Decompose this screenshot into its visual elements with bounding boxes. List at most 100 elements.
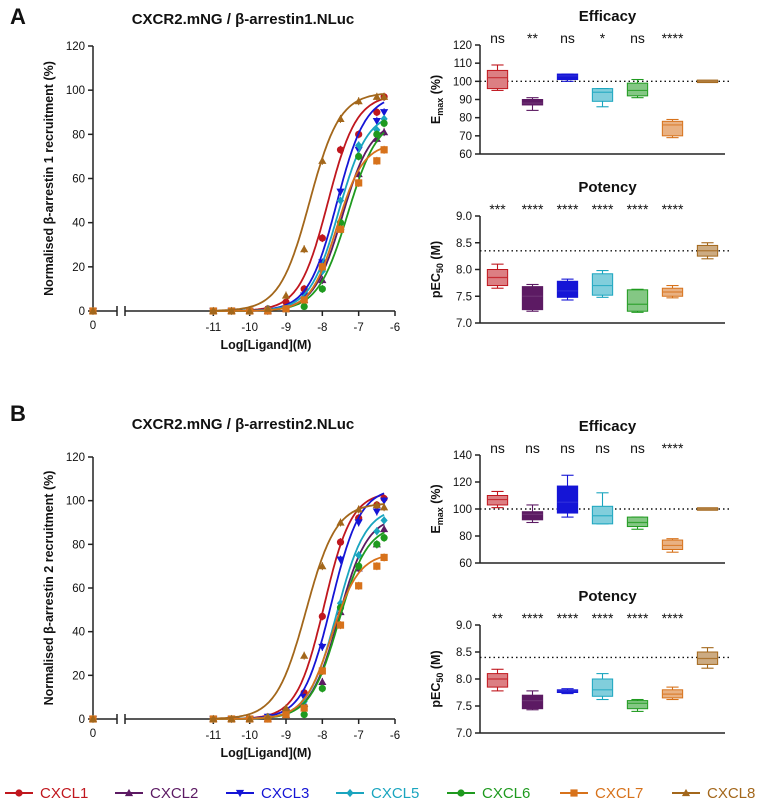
fit-curve-cxcl8 <box>209 503 385 720</box>
data-point-cxcl8 <box>209 306 218 315</box>
chart-title: Potency <box>578 179 637 196</box>
efficacy-chart-b: Efficacy 60 80 100 120 140 Emax (%) ns ns ns ns ns *… <box>429 418 731 570</box>
data-point-cxcl8 <box>227 306 236 315</box>
data-point-cxcl8 <box>354 97 363 105</box>
data-point-cxcl3 <box>380 497 389 505</box>
significance-label: ns <box>490 30 505 46</box>
series-cxcl7 <box>89 145 388 315</box>
box-body <box>626 82 649 97</box>
legend-marker-cxcl3 <box>235 789 245 798</box>
data-point-cxcl8 <box>372 500 381 509</box>
box-body <box>521 511 544 521</box>
legend-label: CXCL8 <box>707 785 755 802</box>
data-point-cxcl6 <box>355 152 363 161</box>
significance-label: *** <box>489 201 506 217</box>
chart-title: Efficacy <box>579 8 637 25</box>
significance-label: ns <box>490 440 505 456</box>
y-tick-label: 60 <box>459 558 472 570</box>
significance-label: * <box>600 30 606 46</box>
data-point-cxcl1 <box>336 146 345 154</box>
x-tick-label: -7 <box>354 322 364 334</box>
box-cxcl5 <box>591 270 614 298</box>
x-tick-label: -6 <box>390 322 400 334</box>
legend-label: CXCL6 <box>482 785 530 802</box>
significance-label: ns <box>630 440 645 456</box>
data-point-cxcl7 <box>380 553 388 562</box>
y-tick-label: 80 <box>459 531 472 543</box>
box-body <box>486 673 509 688</box>
data-point-cxcl7 <box>300 296 308 304</box>
data-point-cxcl8 <box>318 156 327 164</box>
significance-label: **** <box>662 30 684 46</box>
x-tick-label: -8 <box>317 730 327 742</box>
box-cxcl2 <box>521 690 544 711</box>
data-point-cxcl7 <box>373 562 381 570</box>
y-tick-label: 120 <box>66 41 85 53</box>
significance-label: ns <box>630 30 645 46</box>
data-point-cxcl7 <box>355 582 363 590</box>
data-point-cxcl8 <box>245 306 254 315</box>
box-cxcl7 <box>661 686 684 701</box>
legend: CXCL1 CXCL2 CXCL3 CXCL5 CXCL6 CXCL7 CXCL8 <box>5 785 755 802</box>
data-point-cxcl8 <box>354 505 363 513</box>
box-cxcl7 <box>661 118 684 139</box>
chart-title: Efficacy <box>579 418 637 435</box>
significance-label: **** <box>662 440 684 456</box>
x-tick-label: -11 <box>205 730 221 742</box>
baseline-point-cxcl8 <box>88 306 98 315</box>
y-axis-label: Emax (%) <box>429 484 445 533</box>
curve-chart-b: 0 20 40 60 80 100 120 0 -11 -10 -9 -8 -7 -6 Log[Ligand… <box>42 452 400 760</box>
y-axis-label: Normalised β-arrestin 2 recruitment (%) <box>42 471 56 706</box>
legend-label: CXCL7 <box>595 785 643 802</box>
series-cxcl1 <box>89 92 388 315</box>
box-body <box>556 485 579 514</box>
significance-label: **** <box>662 610 684 626</box>
box-cxcl7 <box>661 538 684 553</box>
data-point-cxcl3 <box>336 188 345 196</box>
data-point-cxcl3 <box>336 556 345 564</box>
series-cxcl8 <box>88 92 389 315</box>
significance-label: **** <box>627 201 649 217</box>
x-tick-label: -11 <box>205 322 221 334</box>
efficacy-chart-a: Efficacy 60 70 80 90 100 110 120 Emax (%) ns ** ns *… <box>429 8 731 161</box>
significance-label: ns <box>560 440 575 456</box>
data-point-cxcl6 <box>300 711 308 719</box>
y-tick-label: 60 <box>72 174 85 186</box>
y-tick-label: 60 <box>72 583 85 595</box>
box-body <box>556 280 579 298</box>
box-body <box>661 539 684 550</box>
panel-label-a: A <box>10 4 26 29</box>
y-tick-label: 140 <box>453 450 472 462</box>
box-cxcl5 <box>591 492 614 525</box>
significance-label: **** <box>522 201 544 217</box>
data-point-cxcl3 <box>354 519 363 527</box>
data-point-cxcl2 <box>380 128 389 136</box>
box-body <box>626 700 649 710</box>
data-point-cxcl7 <box>318 263 326 271</box>
data-point-cxcl8 <box>318 562 327 570</box>
data-point-cxcl7 <box>300 704 308 712</box>
fit-curve-cxcl1 <box>209 493 385 720</box>
y-tick-label: 70 <box>459 131 472 143</box>
legend-label: CXCL3 <box>261 785 309 802</box>
box-body <box>591 678 614 697</box>
data-point-cxcl6 <box>380 119 388 127</box>
data-point-cxcl5 <box>300 697 308 706</box>
y-axis-label: pEC50 (M) <box>429 650 445 707</box>
significance-label: **** <box>557 201 579 217</box>
x-tick-label: -6 <box>390 730 400 742</box>
y-tick-label: 8.0 <box>456 265 472 277</box>
x-tick-label: -10 <box>241 730 258 742</box>
x-axis-label: Log[Ligand](M) <box>221 746 312 760</box>
y-tick-label: 90 <box>459 95 472 107</box>
y-axis-label: pEC50 (M) <box>429 241 445 298</box>
panel-b: B CXCR2.mNG / β-arrestin2.NLuc 0 20 40 60 80… <box>10 401 731 760</box>
box-cxcl7 <box>661 284 684 299</box>
data-point-cxcl7 <box>336 621 345 629</box>
y-tick-label: 80 <box>72 539 85 551</box>
box-cxcl3 <box>556 474 579 518</box>
box-cxcl1 <box>486 64 509 91</box>
y-tick-label: 7.5 <box>456 291 472 303</box>
